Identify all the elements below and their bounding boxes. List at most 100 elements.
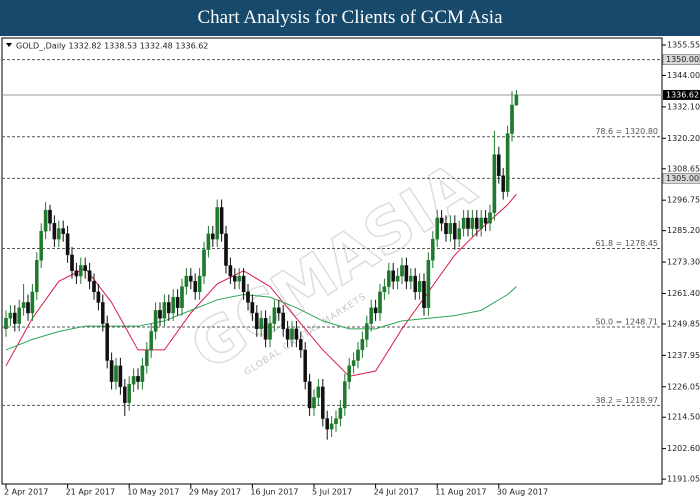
candle-body (136, 376, 140, 382)
y-tick-label: 1296.75 (667, 196, 700, 205)
candle-body (39, 230, 43, 261)
candle-body (122, 386, 127, 403)
candle-body (219, 207, 224, 235)
candle-body (250, 302, 255, 314)
y-tick-label: 1214.50 (667, 413, 700, 422)
page-title: Chart Analysis for Clients of GCM Asia (0, 0, 700, 36)
candle-body (246, 291, 250, 303)
candle-body (21, 302, 26, 308)
level-box (662, 173, 700, 184)
candle-body (171, 296, 176, 314)
level-label: 50.0 = 1248.71 (595, 317, 658, 326)
candle-body (435, 217, 440, 240)
chart: GOLD_,Daily 1332.82 1338.53 1332.48 1336… (1, 37, 700, 497)
candle-body (52, 223, 57, 240)
candle-body (78, 265, 83, 277)
candle-body (12, 312, 17, 324)
candle-body (197, 275, 202, 293)
candle-body (444, 223, 448, 235)
candle-body (488, 212, 492, 224)
candle-body (277, 307, 281, 314)
candle-body (272, 307, 277, 324)
candle-body (479, 217, 484, 229)
candle-body (316, 386, 321, 398)
candle-body (206, 233, 211, 250)
candle-body (144, 349, 149, 366)
candle-body (378, 291, 382, 314)
candle-body (158, 310, 162, 319)
candle-body (263, 318, 268, 340)
candle-body (57, 228, 61, 240)
level-box-label: 1350.00 (666, 55, 699, 64)
candle-body (210, 233, 215, 240)
candle-body (334, 418, 338, 425)
candle-body (409, 275, 413, 282)
y-tick-label: 1344.00 (667, 71, 700, 80)
y-tick-label: 1308.65 (667, 164, 700, 173)
candle-body (338, 407, 343, 419)
candle-body (382, 286, 387, 293)
candle-body (505, 133, 510, 192)
candle-body (153, 310, 158, 332)
candle-body (140, 365, 145, 382)
candle-body (92, 281, 96, 293)
x-tick-label: 2 Apr 2017 (4, 488, 48, 497)
candle-body (369, 307, 374, 324)
candle-body (281, 312, 286, 330)
y-tick-label: 1191.05 (667, 475, 700, 484)
candle-body (232, 275, 237, 282)
candle-body (166, 302, 171, 314)
candle-body (365, 323, 369, 340)
level-label: 61.8 = 1278.45 (595, 239, 658, 248)
candle-body (483, 217, 488, 224)
candle-body (17, 307, 22, 324)
candle-body (268, 323, 272, 340)
symbol-arrow (6, 43, 12, 47)
candle-body (35, 260, 39, 293)
candle-body (497, 154, 501, 176)
candle-body (224, 233, 228, 266)
x-tick-label: 10 May 2017 (127, 488, 179, 497)
moving-average (5, 286, 517, 351)
candle-body (351, 360, 356, 366)
candle-body (461, 217, 466, 229)
candle-body (228, 265, 233, 277)
candle-body (470, 217, 475, 229)
candle-body (4, 318, 8, 330)
y-tick-label: 1249.85 (667, 319, 700, 328)
level-box-label: 1305.00 (666, 174, 699, 183)
candle-body (448, 223, 453, 235)
candle-body (360, 339, 365, 351)
candle-body (395, 275, 400, 282)
x-tick-label: 16 Jun 2017 (250, 488, 298, 497)
candle-body (149, 331, 154, 351)
y-tick-label: 1273.30 (667, 258, 700, 267)
y-tick-label: 1285.20 (667, 226, 700, 235)
symbol-info: GOLD_,Daily 1332.82 1338.53 1332.48 1336… (16, 42, 208, 51)
candle-body (114, 365, 118, 382)
candle-body (87, 270, 92, 282)
candle-body (285, 328, 290, 340)
candle-body (492, 154, 497, 213)
candle-body (65, 233, 70, 256)
plot-frame (1, 37, 663, 485)
candle-body (426, 260, 431, 308)
candle-body (431, 238, 435, 261)
candle-body (175, 296, 180, 308)
candle-body (109, 360, 114, 382)
candle-body (303, 349, 308, 382)
candle-body (254, 312, 259, 330)
candle-body (8, 312, 13, 319)
candle-body (404, 265, 409, 282)
candle-body (241, 275, 246, 293)
candle-body (307, 381, 312, 409)
candle-body (373, 307, 378, 314)
candle-body (422, 281, 426, 308)
candle-body (475, 217, 479, 229)
x-tick-label: 30 Aug 2017 (497, 488, 548, 497)
candle-body (290, 328, 294, 340)
candle-body (188, 275, 193, 282)
candle-body (131, 376, 136, 385)
y-tick-label: 1237.95 (667, 351, 700, 360)
candle-body (294, 328, 299, 340)
